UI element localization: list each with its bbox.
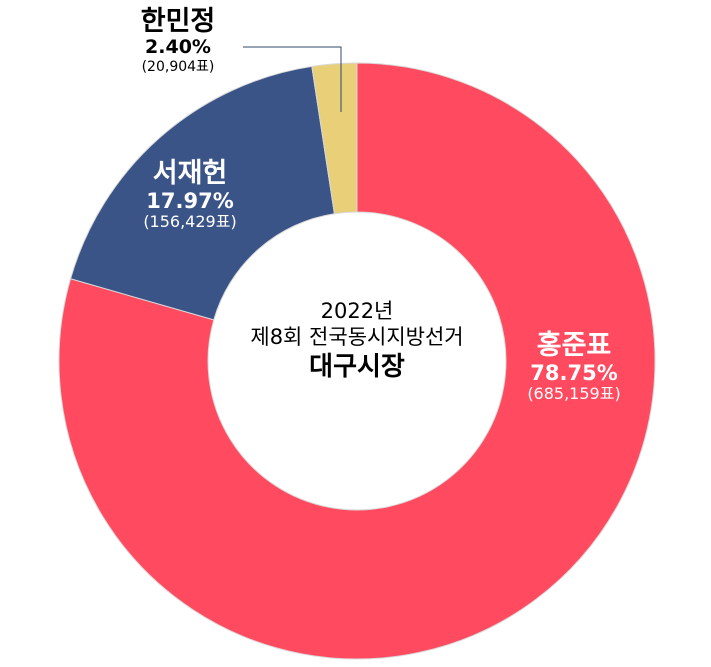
- slice-name: 서재헌: [152, 158, 228, 189]
- slice-name: 한민정: [140, 6, 216, 37]
- chart-title: 2022년 제8회 전국동시지방선거 대구시장: [250, 298, 463, 383]
- slice-votes: (685,159표): [527, 384, 621, 404]
- label-hong: 홍준표 78.75% (685,159표): [527, 330, 620, 404]
- label-seo: 서재헌 17.97% (156,429표): [143, 158, 236, 232]
- title-election: 제8회 전국동시지방선거: [250, 325, 464, 350]
- title-race: 대구시장: [309, 351, 405, 382]
- label-han: 한민정 2.40% (20,904표): [141, 6, 216, 75]
- leader-line: [243, 46, 342, 112]
- slice-percent: 2.40%: [145, 36, 211, 59]
- slice-name: 홍준표: [536, 330, 612, 361]
- title-year: 2022년: [320, 299, 394, 323]
- slice-2: [311, 62, 358, 215]
- slice-0: [58, 62, 656, 660]
- slice-percent: 17.97%: [146, 189, 234, 214]
- slice-1: [69, 65, 335, 321]
- slice-percent: 78.75%: [530, 361, 618, 386]
- slice-votes: (156,429표): [143, 212, 237, 232]
- slice-votes: (20,904표): [141, 58, 215, 75]
